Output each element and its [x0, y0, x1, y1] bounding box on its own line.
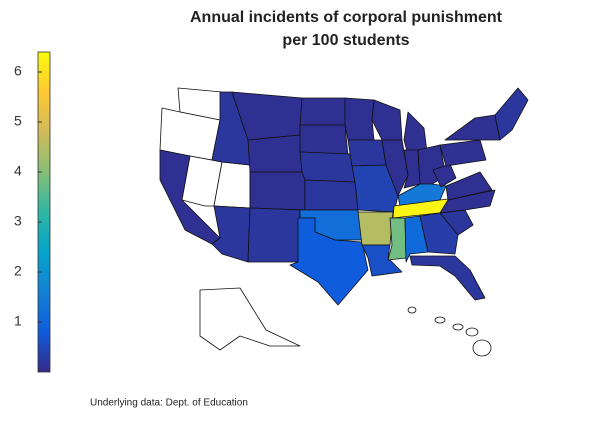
colorbar-tick-label: 4	[14, 163, 22, 179]
state-region	[371, 99, 403, 141]
state-region	[361, 244, 403, 277]
state-region	[304, 179, 359, 211]
title-line: Annual incidents of corporal punishment	[190, 9, 503, 26]
colorbar-tick-label: 5	[14, 113, 22, 129]
state-region	[344, 97, 375, 141]
state-region	[439, 189, 496, 214]
state-region	[387, 217, 407, 261]
state-region	[444, 114, 501, 141]
colorbar-tick-label: 6	[14, 63, 22, 79]
state-region	[409, 255, 486, 301]
source-note: Underlying data: Dept. of Education	[90, 398, 248, 409]
state-region	[432, 163, 457, 188]
island-outline	[465, 327, 479, 337]
state-region	[403, 149, 421, 189]
island-outline	[472, 339, 492, 357]
colorbar-tick-label: 2	[14, 263, 22, 279]
state-region	[357, 211, 394, 246]
state-region	[419, 212, 459, 255]
state-region	[249, 171, 306, 211]
colorbar	[37, 51, 51, 373]
state-region	[347, 139, 387, 167]
state-region	[299, 151, 356, 183]
island-outline	[434, 316, 446, 324]
state-region	[289, 217, 369, 306]
state-region	[381, 139, 409, 197]
state-region	[211, 205, 251, 263]
state-region	[247, 207, 301, 263]
state-region	[247, 134, 303, 173]
colorbar-tick-label: 3	[14, 213, 22, 229]
state-region	[439, 139, 487, 167]
state-region	[199, 287, 301, 351]
title-line: per 100 students	[282, 32, 409, 49]
state-region	[299, 97, 346, 126]
island-outline	[452, 323, 464, 331]
colorbar-tick-label: 1	[14, 313, 22, 329]
state-region	[445, 171, 493, 201]
state-region	[299, 124, 349, 156]
state-region	[494, 87, 529, 141]
island-outline	[407, 306, 417, 314]
